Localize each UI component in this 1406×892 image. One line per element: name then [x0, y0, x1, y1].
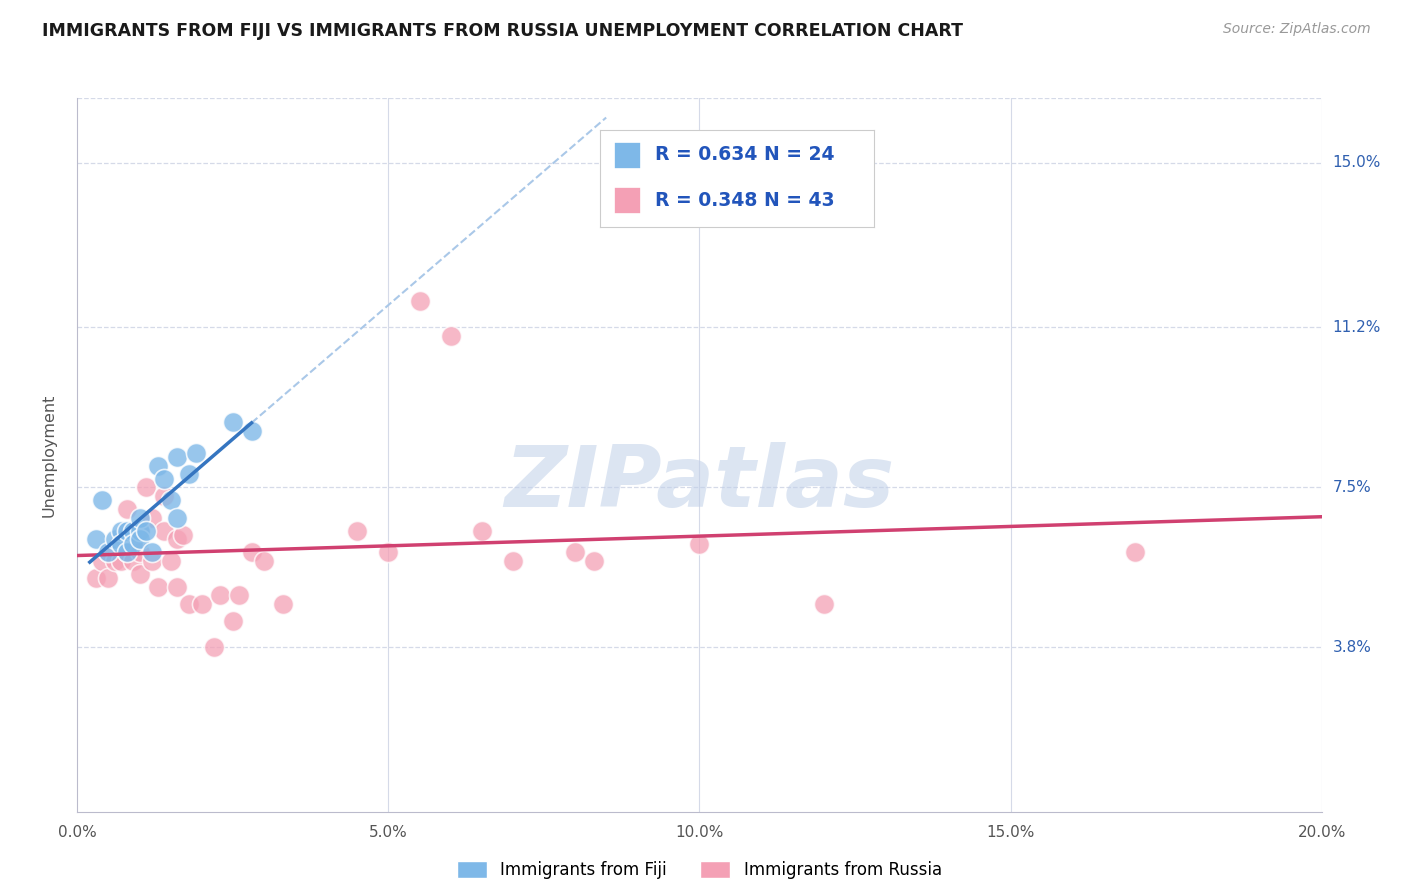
Point — [440, 329, 463, 343]
Legend: Immigrants from Fiji, Immigrants from Russia: Immigrants from Fiji, Immigrants from Ru… — [450, 854, 949, 886]
Point — [166, 533, 188, 547]
Point — [110, 536, 132, 550]
Point — [240, 545, 263, 559]
Point — [91, 554, 114, 568]
Text: 7.5%: 7.5% — [1333, 480, 1371, 495]
Point — [128, 524, 150, 538]
Point — [179, 467, 201, 482]
Point — [91, 493, 114, 508]
Point — [191, 597, 214, 611]
Point — [128, 524, 150, 538]
Point — [115, 545, 138, 559]
Point — [128, 510, 150, 524]
Point — [135, 480, 157, 494]
Text: 11.2%: 11.2% — [1333, 320, 1381, 334]
Point — [179, 597, 201, 611]
Y-axis label: Unemployment: Unemployment — [42, 393, 56, 516]
Point — [97, 545, 120, 559]
Point — [166, 450, 188, 464]
Point — [122, 554, 145, 568]
Point — [240, 424, 263, 438]
Point — [582, 554, 605, 568]
Text: R = 0.634: R = 0.634 — [655, 145, 756, 164]
Text: IMMIGRANTS FROM FIJI VS IMMIGRANTS FROM RUSSIA UNEMPLOYMENT CORRELATION CHART: IMMIGRANTS FROM FIJI VS IMMIGRANTS FROM … — [42, 22, 963, 40]
Point — [115, 545, 138, 559]
Point — [166, 580, 188, 594]
Point — [115, 502, 138, 516]
Point — [172, 528, 194, 542]
Point — [346, 524, 368, 538]
Point — [97, 571, 120, 585]
Point — [84, 533, 107, 547]
Point — [153, 489, 176, 503]
Point — [115, 524, 138, 538]
Bar — [613, 187, 641, 214]
Point — [84, 571, 107, 585]
Point — [110, 554, 132, 568]
Point — [159, 554, 181, 568]
Text: R = 0.348: R = 0.348 — [655, 191, 756, 210]
Point — [222, 416, 245, 430]
Point — [122, 536, 145, 550]
Text: 3.8%: 3.8% — [1333, 640, 1372, 655]
Point — [141, 545, 163, 559]
Point — [153, 524, 176, 538]
Text: Source: ZipAtlas.com: Source: ZipAtlas.com — [1223, 22, 1371, 37]
Point — [209, 589, 232, 603]
Point — [148, 458, 170, 473]
Point — [202, 640, 225, 655]
Point — [128, 566, 150, 581]
Point — [1123, 545, 1146, 559]
Point — [135, 524, 157, 538]
Point — [271, 597, 294, 611]
Point — [128, 533, 150, 547]
Point — [184, 446, 207, 460]
Point — [141, 510, 163, 524]
Text: N = 24: N = 24 — [765, 145, 835, 164]
Text: ZIPatlas: ZIPatlas — [505, 442, 894, 525]
Point — [141, 554, 163, 568]
Point — [253, 554, 276, 568]
Point — [813, 597, 835, 611]
Text: 15.0%: 15.0% — [1333, 155, 1381, 170]
Point — [128, 545, 150, 559]
Point — [104, 533, 127, 547]
Point — [689, 536, 711, 550]
Point — [564, 545, 586, 559]
Point — [153, 472, 176, 486]
Point — [159, 493, 181, 508]
Bar — [613, 142, 641, 169]
Point — [104, 554, 127, 568]
Point — [471, 524, 494, 538]
Point — [228, 589, 250, 603]
Point — [110, 536, 132, 550]
Point — [97, 545, 120, 559]
Point — [377, 545, 399, 559]
Text: N = 43: N = 43 — [765, 191, 835, 210]
Point — [148, 580, 170, 594]
Point — [222, 615, 245, 629]
Point — [110, 524, 132, 538]
Point — [408, 294, 430, 309]
Point — [122, 524, 145, 538]
Point — [502, 554, 524, 568]
Point — [166, 510, 188, 524]
